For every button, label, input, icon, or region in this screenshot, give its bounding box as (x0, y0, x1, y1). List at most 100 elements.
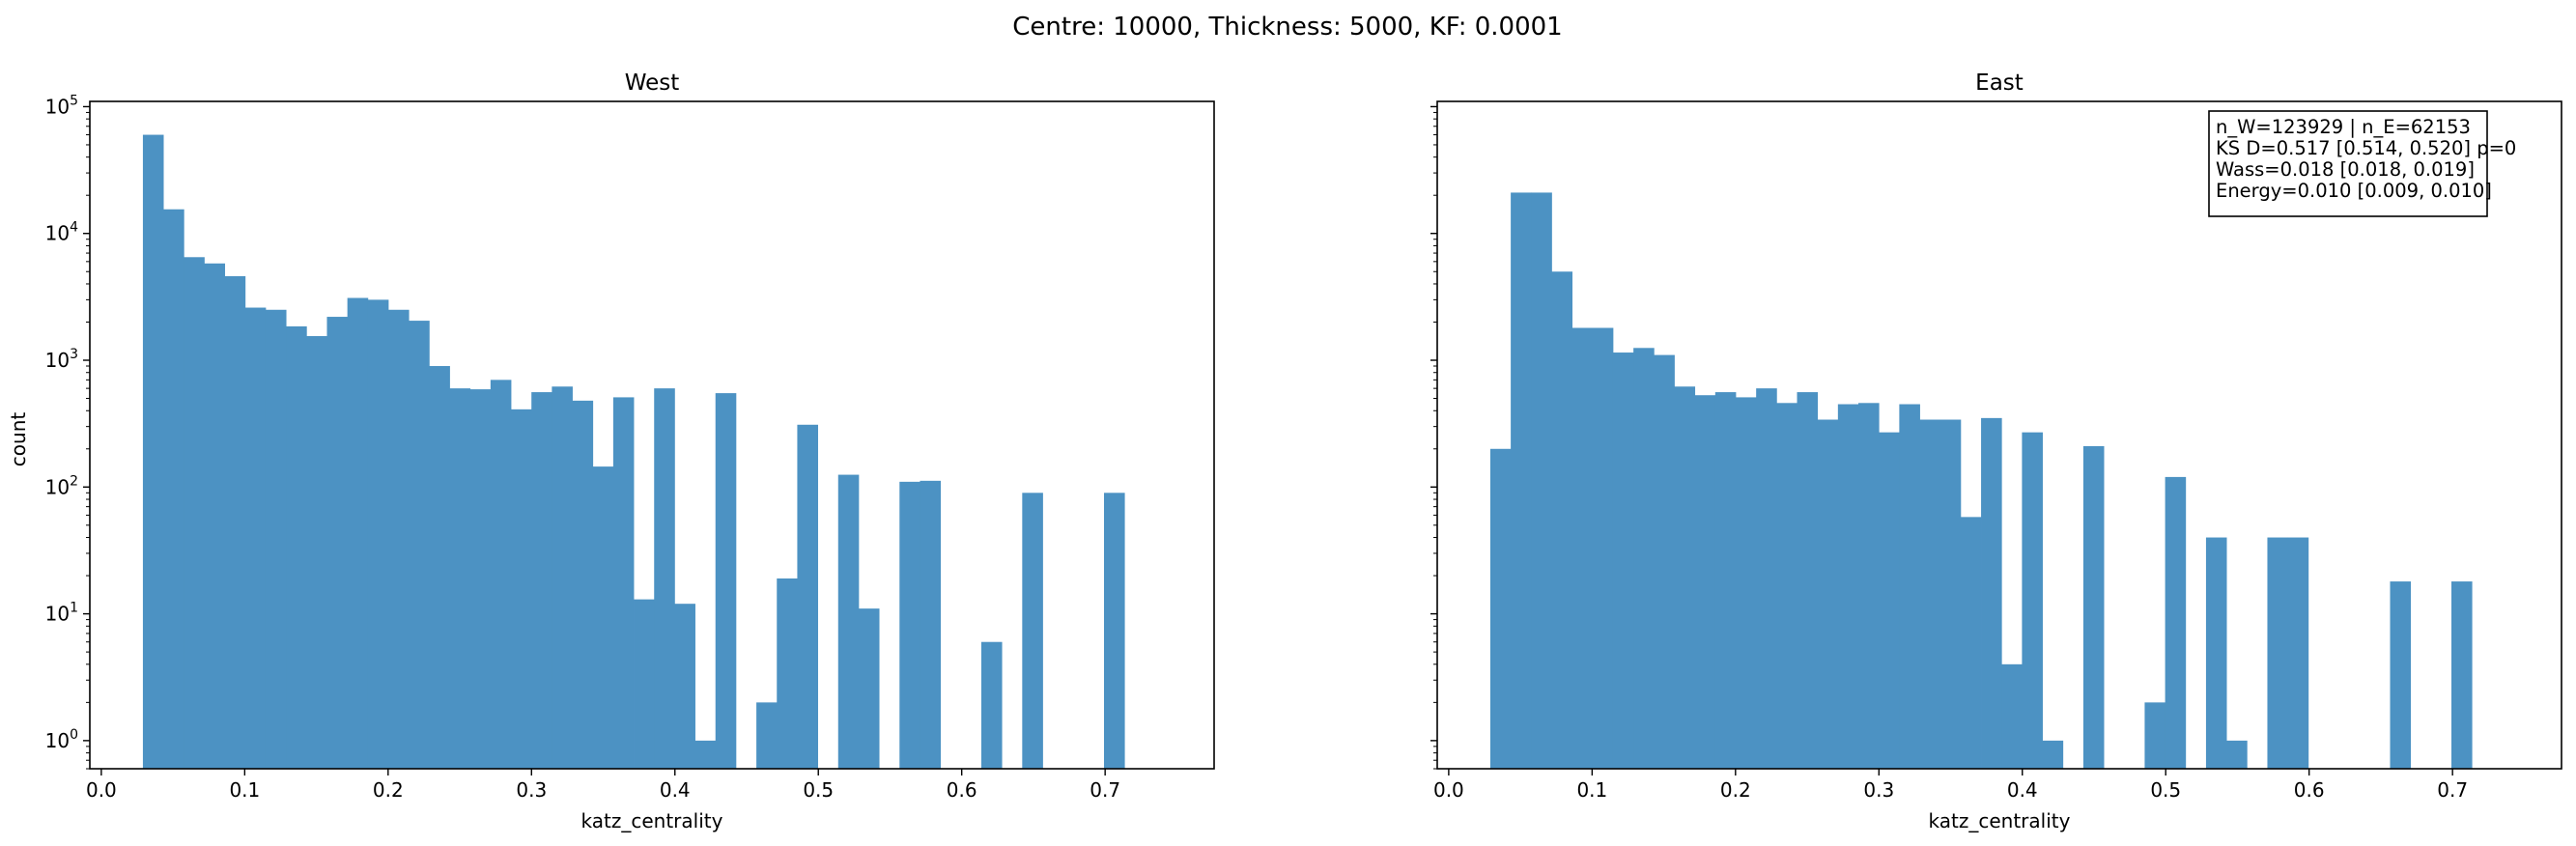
east-histogram-bar (1939, 419, 1962, 769)
east-x-tick-label: 0.2 (1720, 778, 1751, 802)
east-histogram-bar (2022, 432, 2043, 769)
west-y-tick-label: 100 (45, 727, 78, 752)
west-x-tick-label: 0.0 (86, 778, 117, 802)
west-plot-frame (89, 100, 1215, 770)
stats-box-frame (2208, 110, 2488, 217)
east-x-tick-label: 0.6 (2294, 778, 2325, 802)
figure-suptitle: Centre: 10000, Thickness: 5000, KF: 0.00… (1012, 13, 1562, 42)
west-histogram-bar (1104, 493, 1125, 769)
east-histogram-bar (1919, 419, 1941, 769)
west-histogram-bar (142, 134, 164, 769)
west-panel-title: West (625, 70, 680, 96)
west-histogram-bar (634, 599, 655, 769)
east-x-tick-label: 0.1 (1576, 778, 1607, 802)
east-histogram-bar (2205, 537, 2227, 769)
east-histogram-bar (2144, 702, 2166, 769)
east-histogram-bar (1694, 395, 1716, 769)
west-histogram-bar (387, 309, 410, 769)
east-histogram-bar (1674, 386, 1696, 769)
east-histogram-bar (1981, 417, 2002, 769)
west-y-tick-label: 102 (45, 473, 78, 498)
west-histogram-bar (592, 466, 614, 769)
west-x-tick-label: 0.7 (1090, 778, 1120, 802)
west-histogram-bar (184, 257, 205, 769)
west-histogram-bar (490, 380, 512, 769)
west-x-tick-label: 0.2 (373, 778, 404, 802)
west-histogram-bar (694, 740, 717, 769)
east-histogram-bar (1551, 271, 1573, 769)
east-histogram-bar (1531, 192, 1552, 770)
east-histogram-bar (1756, 388, 1777, 769)
east-x-tick-label: 0.7 (2437, 778, 2468, 802)
west-y-tick-label: 101 (45, 601, 78, 626)
west-x-tick-label: 0.5 (803, 778, 834, 802)
east-x-tick-label: 0.4 (2007, 778, 2038, 802)
east-histogram-bar (1654, 354, 1675, 769)
west-histogram-bar (1022, 493, 1043, 769)
east-x-tick-label: 0.0 (1433, 778, 1464, 802)
west-histogram-bar (654, 388, 675, 769)
stats-legend-box: n_W=123929 | n_E=62153 KS D=0.517 [0.514… (2208, 110, 2516, 217)
west-histogram-bar (920, 480, 942, 769)
stats-line-energy: Energy=0.010 [0.009, 0.010] (2216, 180, 2492, 202)
west-histogram-bar (469, 389, 492, 769)
east-histogram-bar (2287, 537, 2309, 769)
east-histogram-bar (2451, 581, 2473, 769)
east-histogram-bar (1633, 348, 1655, 769)
east-histogram-bar (1592, 327, 1614, 769)
east-histogram-bar (1612, 352, 1634, 769)
west-y-tick-label: 104 (45, 220, 78, 245)
west-histogram-bar (449, 388, 471, 769)
west-histogram-bar (286, 325, 307, 769)
west-histogram-bar (980, 641, 1003, 769)
west-x-tick-label: 0.1 (229, 778, 260, 802)
west-histogram-bar (429, 366, 450, 769)
east-histogram-bar (1960, 517, 1982, 769)
stats-line-ks: KS D=0.517 [0.514, 0.520] p=0 (2216, 137, 2516, 159)
east-histogram-bar (1714, 392, 1737, 769)
west-histogram-bar (612, 397, 635, 769)
west-y-axis-label: count (7, 412, 30, 467)
west-y-tick-label: 103 (45, 347, 78, 372)
east-histogram-bar (1899, 404, 1920, 769)
east-histogram-bar (1837, 404, 1859, 769)
east-histogram-bar (2390, 581, 2412, 769)
west-histogram-bar (511, 409, 532, 769)
west-histogram-bar (797, 424, 818, 769)
west-histogram-bar (756, 702, 778, 769)
east-plot-frame (1436, 100, 2562, 770)
east-histogram-bar (1735, 397, 1757, 769)
west-histogram-bar (777, 578, 798, 769)
west-histogram-bar (837, 474, 860, 769)
west-x-tick-label: 0.4 (660, 778, 691, 802)
west-histogram-bar (531, 392, 552, 769)
west-histogram-bar (244, 307, 267, 769)
east-x-axis-label: katz_centrality (1929, 809, 2071, 832)
east-histogram-bar (2267, 537, 2289, 769)
west-histogram-bar (552, 386, 573, 769)
west-panel: 0.0 0.1 0.2 0.3 0.4 0.5 0.6 0.7 100 101 102 103 104 1… (45, 70, 1215, 832)
west-histogram-bar (715, 393, 737, 769)
east-histogram-bar (2165, 476, 2187, 769)
west-y-tick-label: 105 (45, 93, 78, 118)
east-histogram-bar (2042, 740, 2064, 769)
west-x-axis-label: katz_centrality (581, 809, 723, 832)
west-histogram-bar (265, 309, 287, 769)
west-histogram-bar (674, 604, 695, 769)
west-histogram-bar (163, 209, 184, 770)
west-x-tick-label: 0.3 (516, 778, 547, 802)
west-x-tick-label: 0.6 (947, 778, 977, 802)
east-histogram-bar (1511, 192, 1532, 770)
west-histogram-bar (409, 321, 430, 769)
stats-line-counts: n_W=123929 | n_E=62153 (2216, 116, 2471, 138)
east-histogram-bar (2001, 663, 2023, 769)
east-x-tick-label: 0.3 (1863, 778, 1894, 802)
east-histogram-bar (1571, 327, 1594, 769)
east-histogram-bar (1879, 432, 1900, 769)
east-histogram-bar (2082, 445, 2105, 769)
west-histogram-bar (899, 481, 920, 769)
east-histogram-bar (1817, 419, 1839, 769)
west-histogram-bar (858, 608, 880, 769)
east-panel-title: East (1975, 70, 2024, 96)
